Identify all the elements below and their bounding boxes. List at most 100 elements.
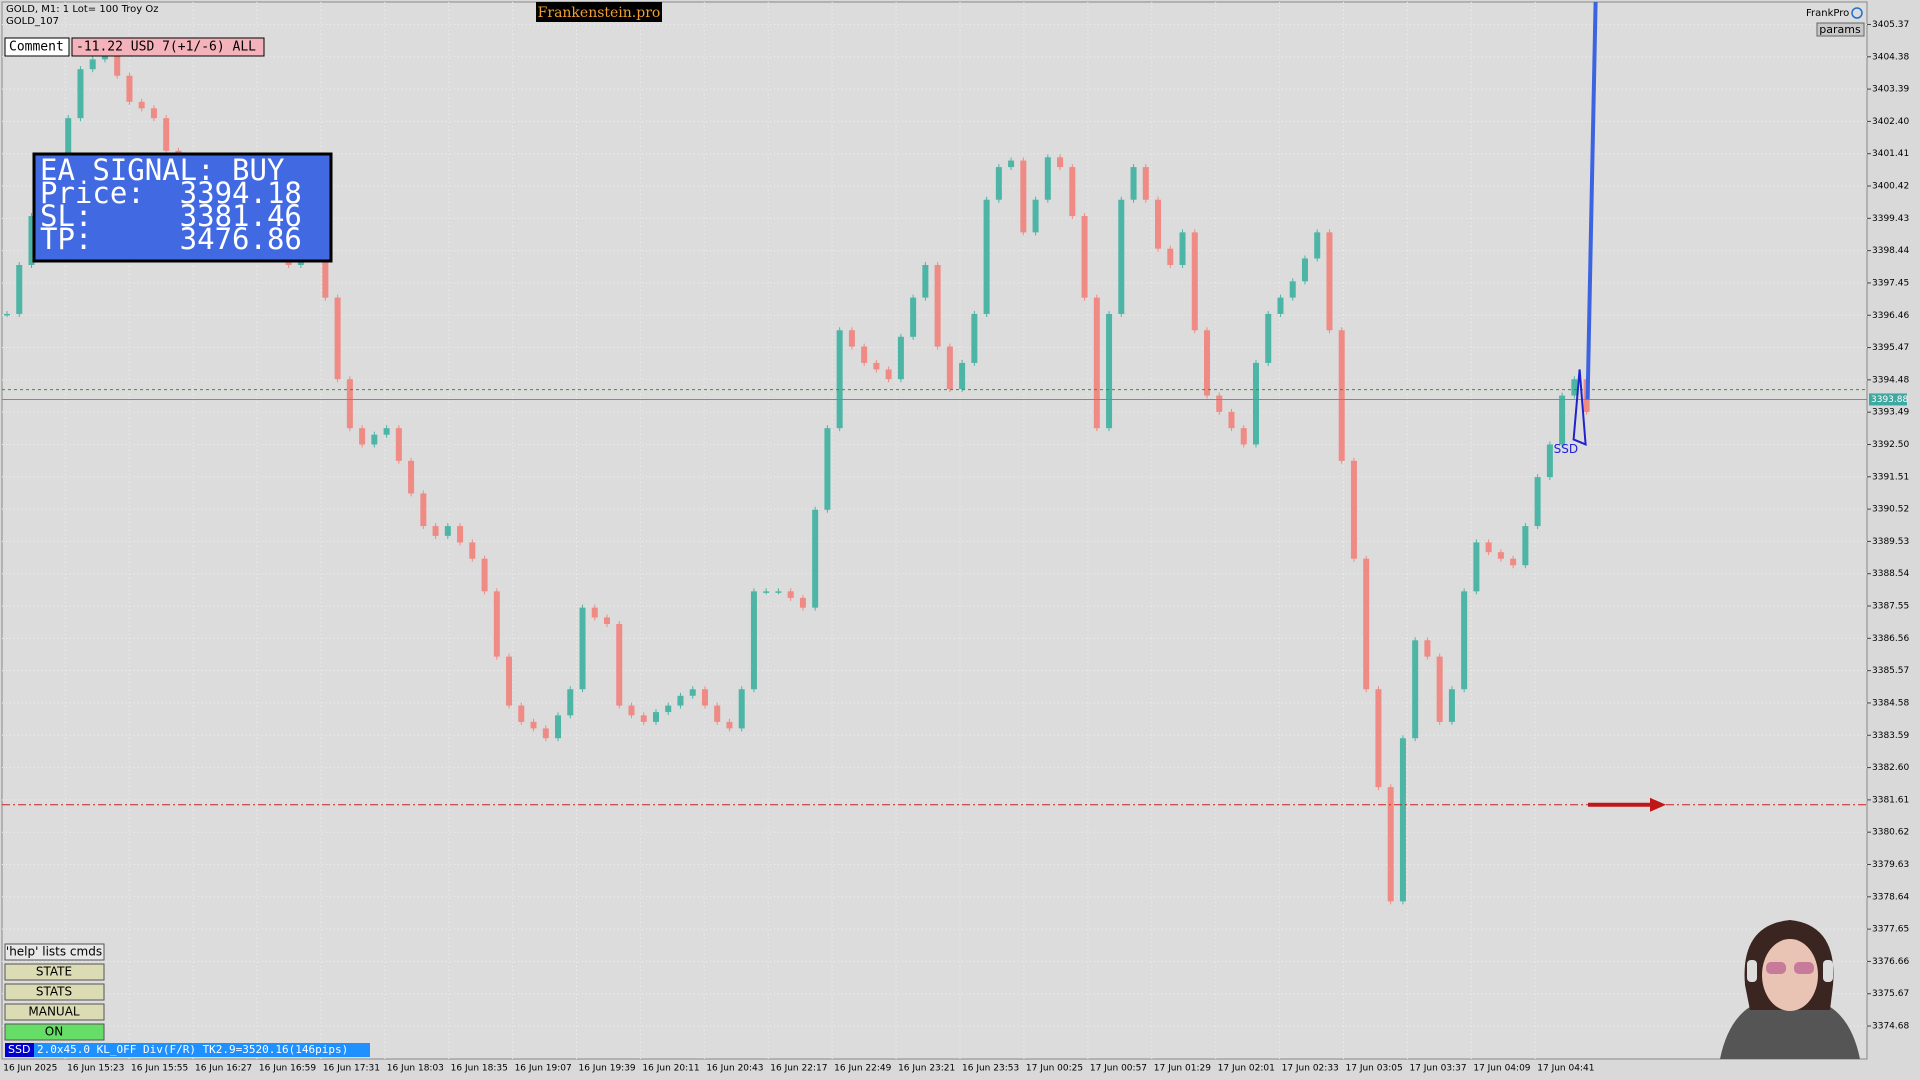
candle — [1534, 477, 1541, 527]
x-tick-label: 17 Jun 03:37 — [1409, 1064, 1466, 1074]
manual-label[interactable]: MANUAL — [28, 1005, 80, 1019]
x-tick-label: 16 Jun 23:53 — [962, 1064, 1019, 1074]
candle — [1314, 232, 1321, 259]
candle — [1375, 689, 1382, 788]
y-tick-label: 3377.65 — [1872, 925, 1909, 935]
candle — [1106, 313, 1113, 429]
y-tick-label: 3397.45 — [1872, 278, 1909, 288]
candle — [1289, 281, 1296, 298]
candle — [163, 118, 170, 151]
y-tick-label: 3385.57 — [1872, 666, 1909, 676]
stats-label[interactable]: STATS — [36, 985, 72, 999]
x-tick-label: 17 Jun 00:25 — [1026, 1064, 1083, 1074]
candle — [542, 728, 549, 739]
on-button[interactable] — [4, 1023, 105, 1041]
candle — [28, 216, 35, 265]
x-tick-label: 17 Jun 02:01 — [1218, 1064, 1275, 1074]
candle — [395, 428, 402, 461]
candle — [493, 591, 500, 657]
candle — [775, 591, 782, 593]
account-info: GOLD_107 — [6, 16, 59, 27]
candle — [983, 199, 990, 314]
y-tick-label: 3387.55 — [1872, 602, 1909, 612]
comment-value: -11.22 USD 7(+1/-6) ALL — [76, 40, 256, 55]
y-tick-label: 3399.43 — [1872, 214, 1909, 224]
y-tick-label: 3386.56 — [1872, 634, 1909, 644]
candle — [591, 607, 598, 618]
params-button[interactable] — [1816, 22, 1865, 37]
avatar-glasses — [1766, 962, 1786, 974]
candle — [1044, 157, 1051, 200]
comment-label: Comment — [9, 40, 64, 55]
candle — [1399, 738, 1406, 902]
candle — [1265, 313, 1272, 363]
avatar-headphone — [1747, 960, 1757, 982]
candle — [1204, 330, 1211, 396]
y-tick-label: 3403.39 — [1872, 85, 1909, 95]
x-tick-label: 17 Jun 04:41 — [1537, 1064, 1594, 1074]
y-tick-label: 3375.67 — [1872, 989, 1909, 999]
x-tick-label: 17 Jun 04:09 — [1473, 1064, 1530, 1074]
help-label[interactable]: 'help' lists cmds — [6, 945, 102, 959]
manual-button[interactable] — [4, 1003, 105, 1021]
candle — [738, 689, 745, 729]
y-tick-label: 3379.63 — [1872, 860, 1909, 870]
params-label[interactable]: params — [1819, 23, 1861, 36]
state-button[interactable] — [4, 963, 105, 981]
candle — [726, 721, 733, 729]
candle — [1081, 216, 1088, 298]
candle — [1546, 444, 1553, 478]
candle — [1167, 248, 1174, 265]
candle — [1179, 232, 1186, 265]
candle — [457, 526, 464, 543]
candle — [1118, 199, 1125, 314]
candle — [567, 689, 574, 716]
y-tick-label: 3380.62 — [1872, 828, 1909, 838]
y-tick-label: 3396.46 — [1872, 311, 1909, 321]
candle — [1130, 167, 1137, 200]
candle — [616, 623, 623, 706]
candle — [1448, 689, 1455, 722]
candle — [1032, 199, 1039, 233]
y-tick-label: 3388.54 — [1872, 569, 1909, 579]
candle — [824, 428, 831, 510]
candle — [787, 591, 794, 598]
bid-label: 3393.88 — [1871, 395, 1908, 405]
signal-line: EA SIGNAL: BUY — [40, 153, 284, 187]
candle — [1057, 157, 1064, 168]
y-tick-label: 3390.52 — [1872, 505, 1909, 515]
candle — [1387, 787, 1394, 902]
help-button[interactable] — [4, 943, 105, 961]
candle — [959, 362, 966, 390]
candle — [1191, 232, 1198, 331]
candle — [910, 297, 917, 337]
annotation: SSD — [1554, 442, 1578, 456]
brand-box — [536, 2, 662, 22]
candle — [481, 558, 488, 592]
sl-arrow-head — [1650, 797, 1666, 812]
candle — [836, 330, 843, 429]
candle — [922, 264, 929, 298]
candle — [1510, 558, 1517, 566]
candle — [677, 695, 684, 706]
signal-line: Price: 3394.18 — [40, 176, 302, 210]
status-box — [34, 1043, 370, 1057]
x-tick-label: 16 Jun 15:23 — [67, 1064, 124, 1074]
candle — [1522, 526, 1529, 566]
state-label[interactable]: STATE — [36, 965, 72, 979]
candle — [322, 248, 329, 298]
candle — [371, 434, 378, 445]
x-tick-label: 16 Jun 19:07 — [515, 1064, 572, 1074]
x-tick-label: 16 Jun 2025 — [3, 1064, 57, 1074]
comment-value-box — [71, 37, 265, 57]
x-tick-label: 17 Jun 03:05 — [1346, 1064, 1403, 1074]
trade-marker — [1572, 369, 1587, 447]
x-tick-label: 16 Jun 16:27 — [195, 1064, 252, 1074]
stats-button[interactable] — [4, 983, 105, 1001]
candle — [432, 526, 439, 536]
y-tick-label: 3398.44 — [1872, 246, 1909, 256]
candle — [518, 705, 525, 722]
on-label[interactable]: ON — [45, 1025, 63, 1039]
